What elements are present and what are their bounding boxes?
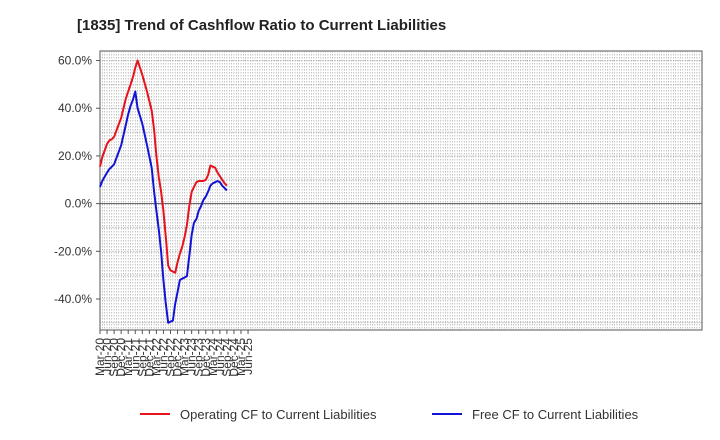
legend-label-operating: Operating CF to Current Liabilities — [180, 407, 377, 422]
x-tick-label: Sep-22 — [164, 338, 178, 377]
x-tick-label: Sep-21 — [135, 338, 149, 377]
y-tick-label: 0.0% — [65, 197, 93, 211]
chart-title: [1835] Trend of Cashflow Ratio to Curren… — [77, 17, 446, 34]
x-tick-label: Mar-25 — [234, 338, 248, 376]
legend-label-free: Free CF to Current Liabilities — [472, 407, 639, 422]
x-tick-label: Jun-21 — [128, 338, 142, 375]
series-line-free-cf — [99, 90, 228, 324]
series-group — [99, 59, 228, 324]
y-tick-label: 60.0% — [58, 54, 92, 68]
x-tick-label: Sep-24 — [220, 338, 234, 377]
x-tick-label: Mar-21 — [121, 338, 135, 376]
x-tick-label: Mar-24 — [206, 338, 220, 376]
grid — [100, 51, 702, 330]
x-axis: Mar-20Jun-20Sep-20Dec-20Mar-21Jun-21Sep-… — [93, 330, 255, 377]
series-line-operating-cf — [99, 59, 228, 274]
x-tick-label: Jun-20 — [100, 338, 114, 375]
y-axis: 60.0% 40.0% 20.0% 0.0% -20.0% -40.0% — [54, 54, 100, 306]
x-tick-label: Mar-23 — [178, 338, 192, 376]
x-tick-label: Jun-25 — [241, 338, 255, 375]
x-tick-label: Dec-20 — [114, 338, 128, 377]
x-tick-label: Dec-23 — [199, 338, 213, 377]
x-tick-label: Mar-20 — [93, 338, 107, 376]
y-tick-label: -40.0% — [54, 292, 92, 306]
y-tick-label: 20.0% — [58, 149, 92, 163]
x-tick-label: Jun-22 — [156, 338, 170, 375]
x-tick-label: Sep-20 — [107, 338, 121, 377]
y-tick-label: 40.0% — [58, 101, 92, 115]
x-tick-label: Sep-23 — [192, 338, 206, 377]
x-tick-label: Jun-23 — [185, 338, 199, 375]
x-tick-label: Mar-22 — [149, 338, 163, 376]
x-tick-label: Dec-22 — [171, 338, 185, 377]
x-tick-label: Dec-24 — [227, 338, 241, 377]
x-tick-label: Jun-24 — [213, 338, 227, 375]
y-tick-label: -20.0% — [54, 244, 92, 258]
x-tick-label: Dec-21 — [142, 338, 156, 377]
legend: Operating CF to Current Liabilities Free… — [140, 407, 639, 422]
